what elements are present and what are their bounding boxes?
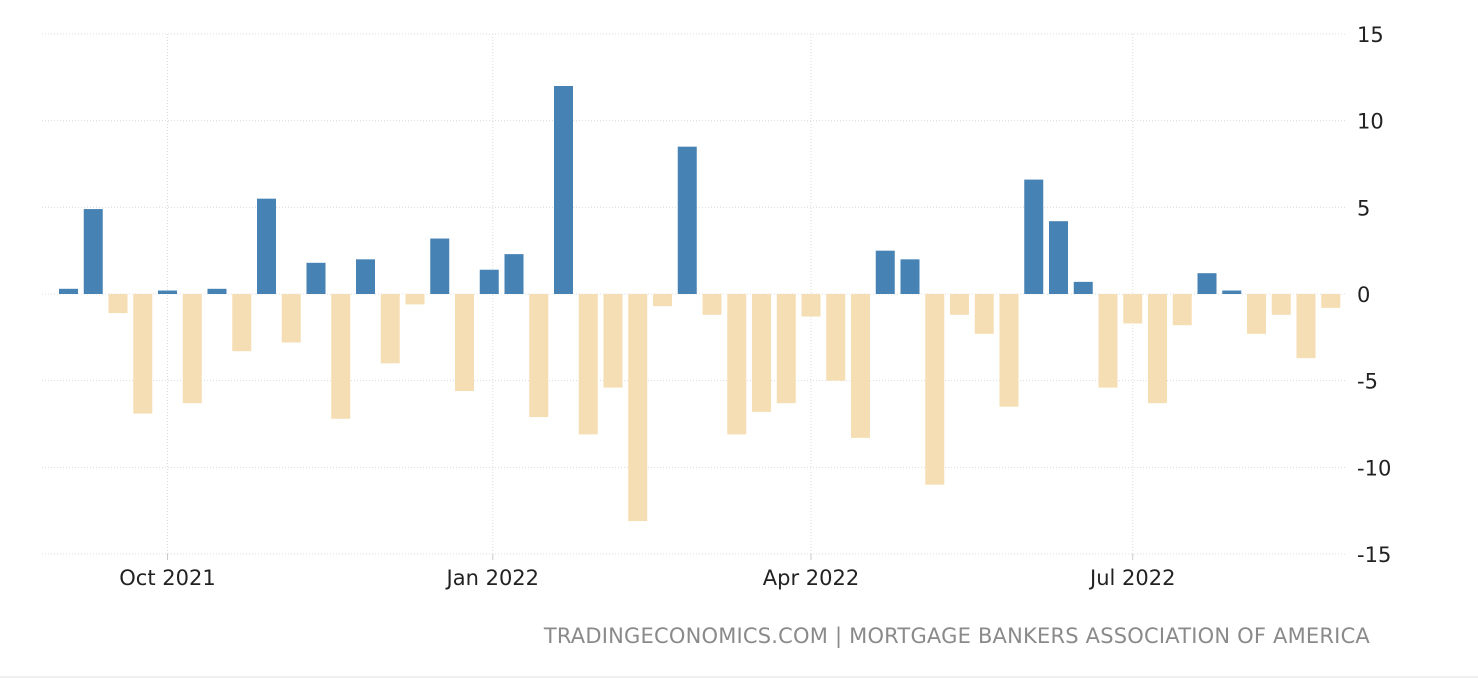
y-tick-label: -5 — [1357, 370, 1378, 394]
bar-positive — [1197, 273, 1217, 294]
bar-positive — [1073, 281, 1093, 294]
bar-positive — [59, 288, 78, 294]
bar-negative — [925, 294, 945, 485]
bar-negative — [232, 294, 252, 352]
bar-positive — [158, 290, 177, 294]
bar-negative — [281, 294, 301, 343]
bar-negative — [455, 294, 474, 392]
bar-negative — [653, 294, 672, 307]
footer-divider — [0, 676, 1478, 678]
bar-negative — [1296, 294, 1316, 359]
bar-negative — [529, 294, 549, 418]
bar-positive — [306, 262, 326, 294]
x-tick-label: Jul 2022 — [1088, 566, 1175, 590]
bar-negative — [950, 294, 969, 315]
bar-negative — [752, 294, 771, 412]
bar-positive — [1049, 221, 1068, 294]
bar-positive — [504, 254, 524, 294]
y-tick-label: -10 — [1357, 456, 1391, 480]
bar-negative — [405, 294, 425, 305]
x-tick-label: Apr 2022 — [763, 566, 859, 590]
bar-negative — [801, 294, 821, 317]
bar-negative — [331, 294, 351, 419]
bar-positive — [430, 238, 450, 294]
bar-negative — [727, 294, 747, 435]
bar-negative — [182, 294, 202, 404]
bar-negative — [776, 294, 796, 404]
bar-positive — [356, 259, 375, 294]
bar-negative — [578, 294, 598, 435]
bar-positive — [875, 250, 895, 294]
bar-positive — [900, 259, 920, 294]
bar-negative — [1148, 294, 1167, 404]
bar-negative — [974, 294, 994, 334]
bar-positive — [1222, 290, 1242, 294]
bar-negative — [133, 294, 153, 414]
bar-positive — [554, 86, 573, 294]
y-tick-label: -15 — [1357, 543, 1391, 567]
x-tick-label: Jan 2022 — [445, 566, 540, 590]
y-tick-label: 0 — [1357, 283, 1370, 307]
bar-negative — [1098, 294, 1118, 388]
y-tick-label: 10 — [1357, 110, 1384, 134]
bar-negative — [826, 294, 846, 381]
bar-negative — [1271, 294, 1291, 315]
y-tick-label: 15 — [1357, 23, 1384, 47]
x-tick-label: Oct 2021 — [119, 566, 215, 590]
bar-negative — [999, 294, 1019, 407]
source-credit: TRADINGECONOMICS.COM | MORTGAGE BANKERS … — [543, 624, 1370, 648]
bar-negative — [702, 294, 722, 315]
bar-negative — [380, 294, 400, 364]
bar-positive — [1024, 179, 1044, 294]
bar-positive — [207, 288, 227, 294]
bar-negative — [851, 294, 870, 438]
bar-negative — [628, 294, 648, 522]
bar-negative — [603, 294, 623, 388]
y-tick-label: 5 — [1357, 196, 1370, 220]
bar-negative — [1247, 294, 1266, 334]
bar-negative — [1172, 294, 1192, 326]
bar-negative — [1123, 294, 1143, 324]
bar-positive — [83, 209, 103, 294]
bar-positive — [257, 198, 276, 294]
bar-positive — [677, 146, 697, 294]
bar-negative — [1321, 294, 1341, 308]
bar-positive — [479, 269, 499, 294]
bar-negative — [108, 294, 128, 314]
